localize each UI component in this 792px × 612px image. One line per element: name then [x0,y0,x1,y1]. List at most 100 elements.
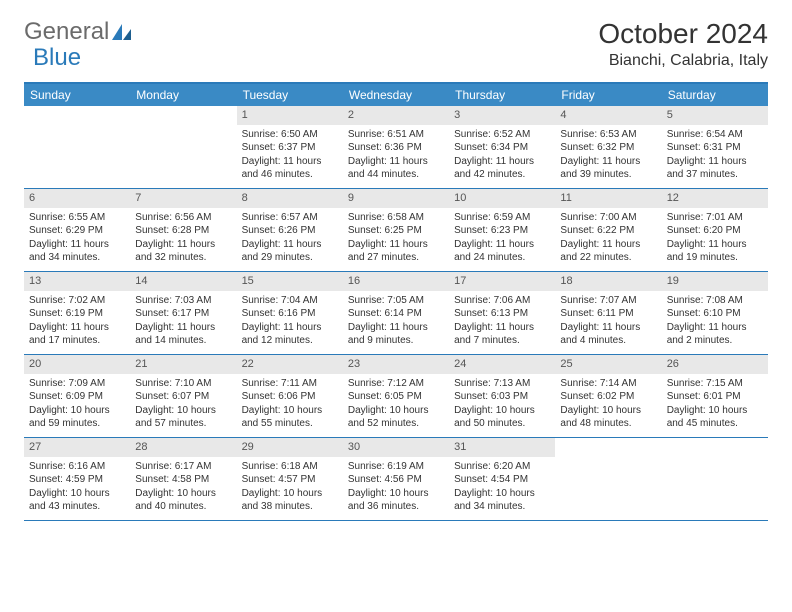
day-cell: 20Sunrise: 7:09 AMSunset: 6:09 PMDayligh… [24,355,130,437]
sunrise-text: Sunrise: 6:59 AM [454,211,550,225]
day-cell: 29Sunrise: 6:18 AMSunset: 4:57 PMDayligh… [237,438,343,520]
sunrise-text: Sunrise: 7:11 AM [242,377,338,391]
day-cell: 31Sunrise: 6:20 AMSunset: 4:54 PMDayligh… [449,438,555,520]
day-cell: 24Sunrise: 7:13 AMSunset: 6:03 PMDayligh… [449,355,555,437]
day-body: Sunrise: 6:19 AMSunset: 4:56 PMDaylight:… [343,457,449,519]
day-cell: 15Sunrise: 7:04 AMSunset: 6:16 PMDayligh… [237,272,343,354]
dow-mon: Monday [130,84,236,106]
sunrise-text: Sunrise: 7:01 AM [667,211,763,225]
day-cell: 16Sunrise: 7:05 AMSunset: 6:14 PMDayligh… [343,272,449,354]
sunset-text: Sunset: 4:56 PM [348,473,444,487]
location: Bianchi, Calabria, Italy [598,52,768,70]
daylight-text: Daylight: 11 hours and 37 minutes. [667,155,763,182]
sunset-text: Sunset: 6:13 PM [454,307,550,321]
day-body: Sunrise: 7:09 AMSunset: 6:09 PMDaylight:… [24,374,130,436]
daylight-text: Daylight: 11 hours and 4 minutes. [560,321,656,348]
daylight-text: Daylight: 11 hours and 7 minutes. [454,321,550,348]
sunrise-text: Sunrise: 7:02 AM [29,294,125,308]
day-number: 30 [343,438,449,457]
daylight-text: Daylight: 10 hours and 50 minutes. [454,404,550,431]
day-body: Sunrise: 6:50 AMSunset: 6:37 PMDaylight:… [237,125,343,187]
header: General October 2024 Bianchi, Calabria, … [24,18,768,70]
sunrise-text: Sunrise: 7:05 AM [348,294,444,308]
daylight-text: Daylight: 11 hours and 9 minutes. [348,321,444,348]
day-cell: 3Sunrise: 6:52 AMSunset: 6:34 PMDaylight… [449,106,555,188]
sunrise-text: Sunrise: 6:17 AM [135,460,231,474]
sunset-text: Sunset: 6:26 PM [242,224,338,238]
sunrise-text: Sunrise: 7:03 AM [135,294,231,308]
sunrise-text: Sunrise: 7:10 AM [135,377,231,391]
day-cell: 14Sunrise: 7:03 AMSunset: 6:17 PMDayligh… [130,272,236,354]
sunset-text: Sunset: 6:20 PM [667,224,763,238]
sunset-text: Sunset: 4:54 PM [454,473,550,487]
day-body: Sunrise: 7:02 AMSunset: 6:19 PMDaylight:… [24,291,130,353]
month-title: October 2024 [598,18,768,50]
day-number: 9 [343,189,449,208]
day-cell: 25Sunrise: 7:14 AMSunset: 6:02 PMDayligh… [555,355,661,437]
sunset-text: Sunset: 4:57 PM [242,473,338,487]
sunrise-text: Sunrise: 6:57 AM [242,211,338,225]
day-cell: 9Sunrise: 6:58 AMSunset: 6:25 PMDaylight… [343,189,449,271]
sunset-text: Sunset: 6:29 PM [29,224,125,238]
day-number: 26 [662,355,768,374]
day-cell: 28Sunrise: 6:17 AMSunset: 4:58 PMDayligh… [130,438,236,520]
daylight-text: Daylight: 11 hours and 27 minutes. [348,238,444,265]
day-cell [24,106,130,188]
day-number: 17 [449,272,555,291]
day-body: Sunrise: 7:08 AMSunset: 6:10 PMDaylight:… [662,291,768,353]
day-number: 13 [24,272,130,291]
day-body: Sunrise: 6:52 AMSunset: 6:34 PMDaylight:… [449,125,555,187]
sunrise-text: Sunrise: 7:08 AM [667,294,763,308]
daylight-text: Daylight: 11 hours and 34 minutes. [29,238,125,265]
sunset-text: Sunset: 6:32 PM [560,141,656,155]
day-body: Sunrise: 6:17 AMSunset: 4:58 PMDaylight:… [130,457,236,519]
daylight-text: Daylight: 11 hours and 19 minutes. [667,238,763,265]
daylight-text: Daylight: 11 hours and 44 minutes. [348,155,444,182]
day-cell: 13Sunrise: 7:02 AMSunset: 6:19 PMDayligh… [24,272,130,354]
daylight-text: Daylight: 11 hours and 22 minutes. [560,238,656,265]
sunset-text: Sunset: 6:36 PM [348,141,444,155]
day-cell: 8Sunrise: 6:57 AMSunset: 6:26 PMDaylight… [237,189,343,271]
daylight-text: Daylight: 10 hours and 55 minutes. [242,404,338,431]
day-number [555,438,661,457]
day-of-week-header: Sunday Monday Tuesday Wednesday Thursday… [24,84,768,106]
day-body: Sunrise: 6:54 AMSunset: 6:31 PMDaylight:… [662,125,768,187]
day-body: Sunrise: 7:01 AMSunset: 6:20 PMDaylight:… [662,208,768,270]
sunrise-text: Sunrise: 6:16 AM [29,460,125,474]
day-number: 10 [449,189,555,208]
sunrise-text: Sunrise: 6:54 AM [667,128,763,142]
daylight-text: Daylight: 11 hours and 2 minutes. [667,321,763,348]
daylight-text: Daylight: 10 hours and 40 minutes. [135,487,231,514]
day-number: 5 [662,106,768,125]
daylight-text: Daylight: 11 hours and 42 minutes. [454,155,550,182]
day-body [130,125,236,133]
day-body: Sunrise: 7:00 AMSunset: 6:22 PMDaylight:… [555,208,661,270]
dow-tue: Tuesday [237,84,343,106]
sunrise-text: Sunrise: 7:13 AM [454,377,550,391]
sunrise-text: Sunrise: 7:07 AM [560,294,656,308]
dow-sun: Sunday [24,84,130,106]
sunrise-text: Sunrise: 6:18 AM [242,460,338,474]
day-cell: 2Sunrise: 6:51 AMSunset: 6:36 PMDaylight… [343,106,449,188]
day-number: 21 [130,355,236,374]
week-row: 13Sunrise: 7:02 AMSunset: 6:19 PMDayligh… [24,272,768,355]
day-cell: 23Sunrise: 7:12 AMSunset: 6:05 PMDayligh… [343,355,449,437]
week-row: 1Sunrise: 6:50 AMSunset: 6:37 PMDaylight… [24,106,768,189]
day-number: 20 [24,355,130,374]
day-body: Sunrise: 7:03 AMSunset: 6:17 PMDaylight:… [130,291,236,353]
week-row: 6Sunrise: 6:55 AMSunset: 6:29 PMDaylight… [24,189,768,272]
day-body [662,457,768,465]
daylight-text: Daylight: 10 hours and 36 minutes. [348,487,444,514]
dow-thu: Thursday [449,84,555,106]
sunset-text: Sunset: 6:03 PM [454,390,550,404]
sunrise-text: Sunrise: 6:51 AM [348,128,444,142]
day-body: Sunrise: 6:20 AMSunset: 4:54 PMDaylight:… [449,457,555,519]
day-number [662,438,768,457]
day-cell: 4Sunrise: 6:53 AMSunset: 6:32 PMDaylight… [555,106,661,188]
day-number: 8 [237,189,343,208]
day-body: Sunrise: 7:04 AMSunset: 6:16 PMDaylight:… [237,291,343,353]
day-body: Sunrise: 7:07 AMSunset: 6:11 PMDaylight:… [555,291,661,353]
day-number: 31 [449,438,555,457]
sunrise-text: Sunrise: 7:15 AM [667,377,763,391]
sunrise-text: Sunrise: 6:56 AM [135,211,231,225]
